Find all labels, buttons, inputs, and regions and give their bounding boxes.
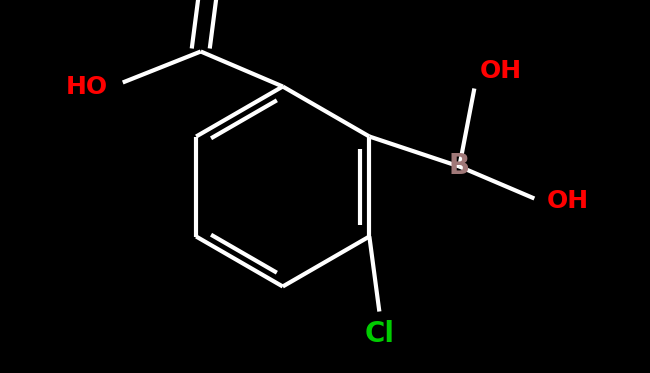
Text: OH: OH [547, 189, 588, 213]
Text: Cl: Cl [365, 320, 395, 348]
Text: OH: OH [479, 60, 521, 84]
Text: B: B [448, 153, 470, 181]
Text: HO: HO [66, 75, 108, 98]
